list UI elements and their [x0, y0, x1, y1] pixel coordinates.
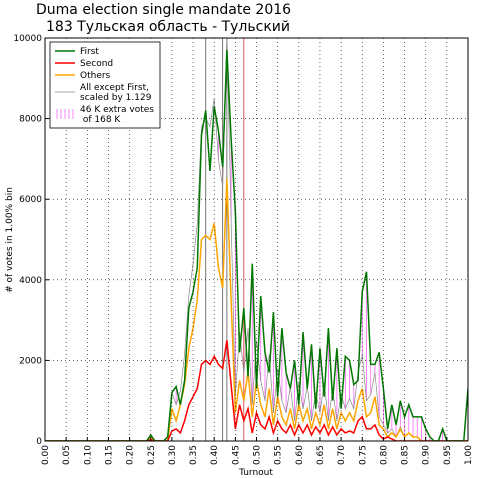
- x-tick-label: 0.10: [83, 445, 93, 465]
- x-tick-label: 0.75: [358, 445, 368, 465]
- y-tick-label: 0: [36, 437, 42, 447]
- legend-label: All except First, scaled by 1.129: [80, 83, 152, 103]
- x-tick-label: 0.30: [168, 445, 178, 465]
- x-tick-label: 0.15: [104, 445, 114, 465]
- series-line: [45, 340, 468, 441]
- y-axis-label: # of votes in 1.00% bin: [5, 187, 15, 293]
- x-tick-label: 0.40: [210, 445, 220, 465]
- legend-label: First: [80, 47, 99, 57]
- legend-box: [49, 41, 161, 129]
- x-tick-label: 0.25: [147, 445, 157, 465]
- series-line: [45, 50, 468, 441]
- legend-label: Others: [80, 71, 111, 81]
- chart-title: Duma election single mandate 2016: [36, 2, 291, 18]
- x-tick-label: 0.85: [401, 445, 411, 465]
- legend-label: Second: [80, 59, 113, 69]
- x-tick-label: 0.20: [126, 445, 136, 465]
- y-tick-label: 10000: [13, 34, 42, 44]
- plot-area: [45, 38, 468, 441]
- x-tick-label: 1.00: [464, 445, 474, 465]
- y-tick-label: 8000: [19, 115, 42, 125]
- x-tick-label: 0.70: [337, 445, 347, 465]
- x-tick-label: 0.90: [422, 445, 432, 465]
- x-tick-label: 0.45: [231, 445, 241, 465]
- chart-subtitle: 183 Тульская область - Тульский: [46, 19, 290, 35]
- x-tick-label: 0.35: [189, 445, 199, 465]
- x-tick-label: 0.65: [316, 445, 326, 465]
- y-tick-label: 6000: [19, 195, 42, 205]
- plot-frame: [44, 37, 469, 442]
- x-tick-label: 0.00: [41, 445, 51, 465]
- y-tick-label: 4000: [19, 276, 42, 286]
- legend: First Second Others All except First, scaled…: [49, 41, 161, 129]
- x-tick-label: 0.55: [274, 445, 284, 465]
- x-tick-label: 0.05: [62, 445, 72, 465]
- y-tick-label: 2000: [19, 356, 42, 366]
- x-tick-label: 0.80: [379, 445, 389, 465]
- x-tick-label: 0.95: [443, 445, 453, 465]
- x-tick-label: 0.60: [295, 445, 305, 465]
- x-axis-label: Turnout: [238, 468, 273, 478]
- x-tick-label: 0.50: [253, 445, 263, 465]
- legend-label: 46 K extra votes of 168 K: [80, 105, 154, 125]
